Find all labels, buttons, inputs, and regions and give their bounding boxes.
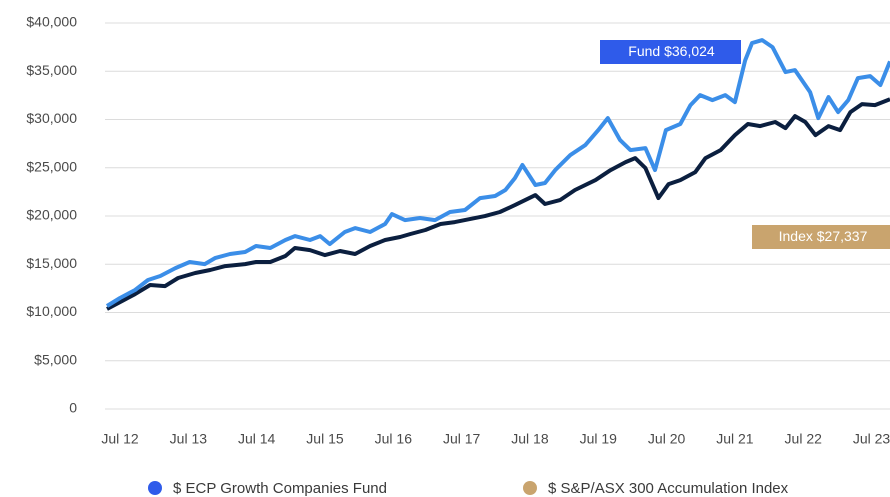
x-tick-label: Jul 12 bbox=[101, 431, 139, 447]
y-tick-label: $30,000 bbox=[26, 110, 77, 126]
x-tick-label: Jul 17 bbox=[443, 431, 481, 447]
y-tick-label: $10,000 bbox=[26, 303, 77, 319]
annotation-text: Fund $36,024 bbox=[628, 43, 715, 59]
annotation-box bbox=[600, 40, 741, 64]
x-tick-label: Jul 16 bbox=[375, 431, 413, 447]
series-line bbox=[106, 97, 890, 311]
y-tick-label: $40,000 bbox=[26, 14, 77, 30]
x-tick-label: Jul 13 bbox=[170, 431, 208, 447]
annotation-text: Index $27,337 bbox=[779, 228, 868, 244]
y-tick-label: $20,000 bbox=[26, 207, 77, 223]
x-tick-label: Jul 20 bbox=[648, 431, 686, 447]
x-tick-label: Jul 22 bbox=[785, 431, 823, 447]
y-tick-label: $35,000 bbox=[26, 62, 77, 78]
x-tick-label: Jul 15 bbox=[306, 431, 344, 447]
series-line bbox=[105, 38, 890, 308]
x-tick-label: Jul 19 bbox=[580, 431, 618, 447]
y-tick-label: 0 bbox=[69, 400, 77, 416]
x-tick-label: Jul 23 bbox=[853, 431, 890, 447]
x-tick-label: Jul 21 bbox=[716, 431, 754, 447]
legend-marker bbox=[523, 481, 537, 495]
legend-label: $ ECP Growth Companies Fund bbox=[173, 480, 387, 497]
legend-label: $ S&P/ASX 300 Accumulation Index bbox=[548, 480, 789, 497]
legend-marker bbox=[148, 481, 162, 495]
x-tick-label: Jul 18 bbox=[511, 431, 549, 447]
y-tick-label: $25,000 bbox=[26, 158, 77, 174]
annotation-box bbox=[752, 225, 890, 249]
y-tick-label: $15,000 bbox=[26, 255, 77, 271]
x-tick-label: Jul 14 bbox=[238, 431, 276, 447]
y-tick-label: $5,000 bbox=[34, 351, 77, 367]
